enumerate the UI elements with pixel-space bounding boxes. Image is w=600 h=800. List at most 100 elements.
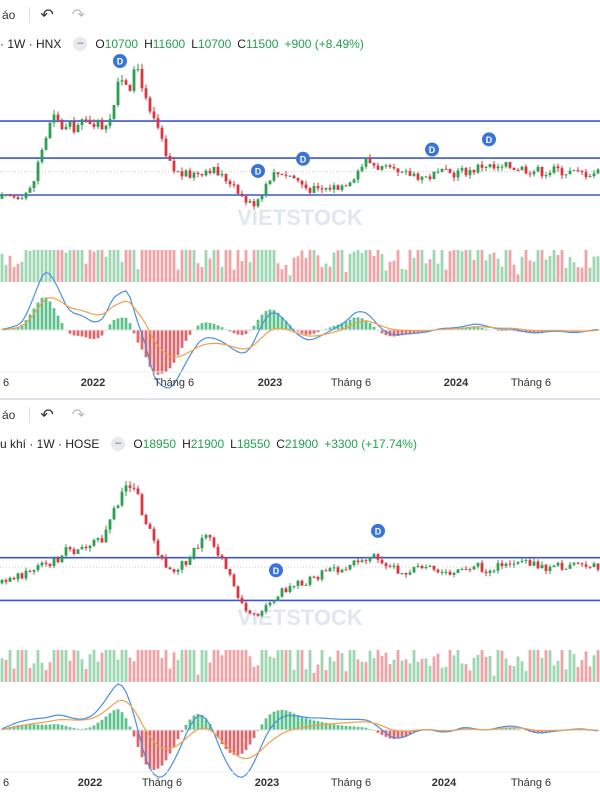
candle-body: [460, 569, 464, 571]
undo-icon[interactable]: ↶: [40, 407, 54, 424]
volume-bar: [152, 250, 156, 282]
candle-body: [284, 588, 288, 593]
candle-body: [272, 600, 276, 603]
volume-bar: [484, 260, 488, 282]
candle-body: [132, 487, 136, 489]
volume-bar: [436, 653, 440, 682]
candlestick-chart[interactable]: VIETSTOCK D D 6 2022 Tháng 6 2023 Tháng 6 2024 Th…: [0, 400, 600, 798]
candle-body: [340, 569, 344, 573]
collapse-icon[interactable]: –: [111, 437, 126, 451]
volume-bar: [444, 269, 448, 282]
candle-body: [388, 566, 392, 568]
volume-bar: [144, 250, 148, 282]
candle-body: [8, 194, 12, 197]
volume-bar: [348, 253, 352, 282]
volume-bar: [504, 658, 508, 682]
macd-histogram-bar: [540, 730, 544, 733]
x-axis-tick-label: 6: [3, 777, 9, 789]
high-value: 21900: [190, 437, 225, 451]
redo-icon[interactable]: ↷: [71, 7, 86, 24]
macd-histogram-bar: [144, 730, 148, 765]
volume-bar: [440, 667, 444, 682]
redo-icon[interactable]: ↷: [71, 407, 86, 424]
macd-histogram-bar: [400, 730, 404, 738]
candle-body: [328, 568, 332, 572]
candle-body: [124, 485, 128, 492]
candle-body: [120, 80, 124, 82]
macd-histogram-bar: [292, 328, 296, 330]
volume-bar: [568, 650, 572, 682]
candle-body: [268, 602, 272, 606]
volume-bar: [392, 659, 396, 682]
candle-body: [408, 572, 412, 575]
candle-body: [184, 561, 188, 565]
volume-bar: [108, 250, 112, 282]
macd-histogram-bar: [232, 730, 236, 755]
candle-body: [436, 569, 440, 573]
macd-histogram-bar: [64, 726, 68, 730]
candle-body: [44, 137, 48, 150]
candle-body: [168, 567, 172, 570]
candle-body: [176, 569, 180, 572]
macd-histogram-bar: [312, 330, 316, 334]
volume-bar: [152, 650, 156, 682]
volume-bar: [496, 258, 500, 282]
candlestick-chart[interactable]: VIETSTOCK D D D D D 6 2022 Tháng 6 2023 Tháng 6 202…: [0, 0, 600, 398]
volume-bar: [380, 253, 384, 282]
volume-bar: [564, 268, 568, 282]
candle-body: [536, 166, 540, 172]
volume-bar: [232, 269, 236, 282]
macd-fast-line: [1, 683, 599, 778]
candle-body: [412, 567, 416, 573]
candle-body: [368, 157, 372, 164]
volume-bar: [544, 259, 548, 282]
candle-body: [100, 119, 104, 130]
macd-histogram-bar: [272, 310, 276, 330]
candle-body: [236, 586, 240, 598]
macd-histogram-bar: [412, 330, 416, 334]
candle-body: [484, 571, 488, 574]
candle-body: [420, 176, 424, 180]
candle-body: [136, 68, 140, 70]
volume-bar: [396, 250, 400, 282]
macd-histogram-bar: [264, 311, 268, 330]
volume-bar: [400, 660, 404, 682]
candle-body: [28, 188, 32, 193]
chart-pane-top[interactable]: áo ↶ ↷ VIETSTOCK D D D D D 6 2022 Tháng 6 2023 Thá…: [0, 0, 600, 398]
candle-body: [288, 586, 292, 593]
macd-histogram-bar: [280, 316, 284, 330]
candle-body: [192, 172, 196, 178]
volume-bar: [136, 269, 140, 282]
volume-bar: [360, 253, 364, 282]
candle-body: [332, 185, 336, 190]
volume-bar: [368, 650, 372, 682]
candle-body: [568, 170, 572, 175]
volume-bar: [176, 659, 180, 682]
volume-bar: [160, 250, 164, 282]
volume-bar: [324, 263, 328, 282]
pane-divider[interactable]: [0, 398, 600, 400]
macd-histogram-bar: [284, 320, 288, 330]
volume-bar: [368, 250, 372, 282]
volume-bar: [508, 250, 512, 282]
candle-body: [256, 614, 260, 616]
volume-bar: [300, 250, 304, 282]
candle-body: [260, 611, 264, 616]
volume-bar: [72, 250, 76, 282]
candle-body: [296, 178, 300, 181]
chart-pane-bottom[interactable]: áo ↶ ↷ VIETSTOCK D D 6 2022 Tháng 6 2023 Tháng …: [0, 400, 600, 798]
macd-histogram-bar: [272, 711, 276, 730]
macd-histogram-bar: [200, 715, 204, 730]
candle-body: [416, 566, 420, 568]
volume-bar: [488, 254, 492, 282]
candle-body: [156, 540, 160, 555]
candle-body: [172, 569, 176, 572]
undo-icon[interactable]: ↶: [40, 7, 54, 24]
macd-histogram-bar: [512, 728, 516, 730]
candle-body: [584, 172, 588, 178]
collapse-icon[interactable]: –: [73, 37, 88, 51]
macd-histogram-bar: [104, 716, 108, 730]
candle-body: [24, 570, 28, 579]
candle-body: [484, 166, 488, 168]
volume-bar: [508, 665, 512, 682]
